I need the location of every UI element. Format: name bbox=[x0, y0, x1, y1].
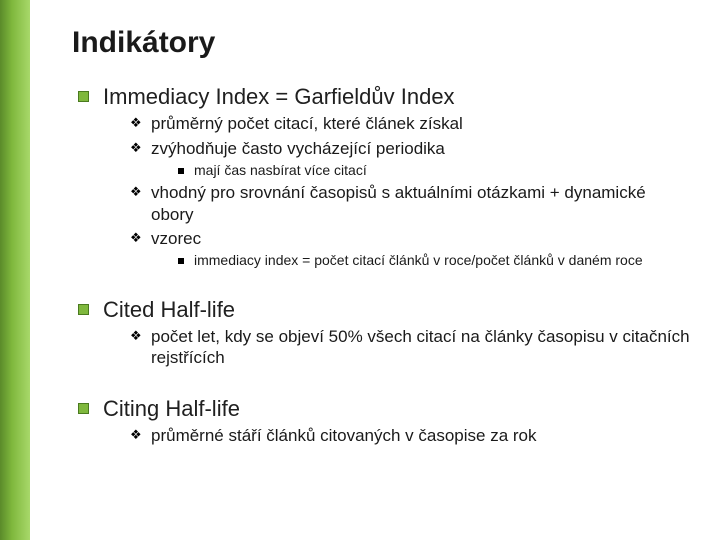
section-heading-text: Cited Half-life bbox=[103, 297, 235, 323]
bullet-text: průměrné stáří článků citovaných v časop… bbox=[151, 425, 537, 446]
diamond-bullet-icon: ❖ bbox=[130, 233, 140, 243]
diamond-bullet-icon: ❖ bbox=[130, 331, 140, 341]
section-heading-text: Immediacy Index = Garfieldův Index bbox=[103, 84, 455, 110]
sub-bullet-item: mají čas nasbírat více citací bbox=[178, 162, 692, 180]
square-bullet-icon bbox=[78, 91, 89, 102]
section-heading: Citing Half-life bbox=[78, 396, 692, 422]
diamond-bullet-icon: ❖ bbox=[130, 118, 140, 128]
slide-content: Indikátory Immediacy Index = Garfieldův … bbox=[72, 26, 692, 449]
square-bullet-icon bbox=[78, 304, 89, 315]
diamond-bullet-icon: ❖ bbox=[130, 187, 140, 197]
bullet-item: ❖ vhodný pro srovnání časopisů s aktuáln… bbox=[130, 182, 692, 225]
small-square-bullet-icon bbox=[178, 168, 184, 174]
sub-bullet-text: immediacy index = počet citací článků v … bbox=[194, 252, 643, 270]
bullet-text: zvýhodňuje často vycházející periodika bbox=[151, 138, 445, 159]
section-heading: Immediacy Index = Garfieldův Index bbox=[78, 84, 692, 110]
slide-title: Indikátory bbox=[72, 26, 692, 60]
section-heading-text: Citing Half-life bbox=[103, 396, 240, 422]
small-square-bullet-icon bbox=[178, 258, 184, 264]
diamond-bullet-icon: ❖ bbox=[130, 430, 140, 440]
square-bullet-icon bbox=[78, 403, 89, 414]
sub-bullet-item: immediacy index = počet citací článků v … bbox=[178, 252, 692, 270]
bullet-text: průměrný počet citací, které článek získ… bbox=[151, 113, 463, 134]
bullet-item: ❖ počet let, kdy se objeví 50% všech cit… bbox=[130, 326, 692, 369]
bullet-item: ❖ vzorec bbox=[130, 228, 692, 249]
diamond-bullet-icon: ❖ bbox=[130, 143, 140, 153]
bullet-item: ❖ průměrný počet citací, které článek zí… bbox=[130, 113, 692, 134]
bullet-item: ❖ zvýhodňuje často vycházející periodika bbox=[130, 138, 692, 159]
bullet-item: ❖ průměrné stáří článků citovaných v čas… bbox=[130, 425, 692, 446]
sidebar-accent bbox=[0, 0, 30, 540]
section-heading: Cited Half-life bbox=[78, 297, 692, 323]
sub-bullet-text: mají čas nasbírat více citací bbox=[194, 162, 367, 180]
bullet-text: vzorec bbox=[151, 228, 201, 249]
bullet-text: počet let, kdy se objeví 50% všech citac… bbox=[151, 326, 692, 369]
bullet-text: vhodný pro srovnání časopisů s aktuálním… bbox=[151, 182, 692, 225]
